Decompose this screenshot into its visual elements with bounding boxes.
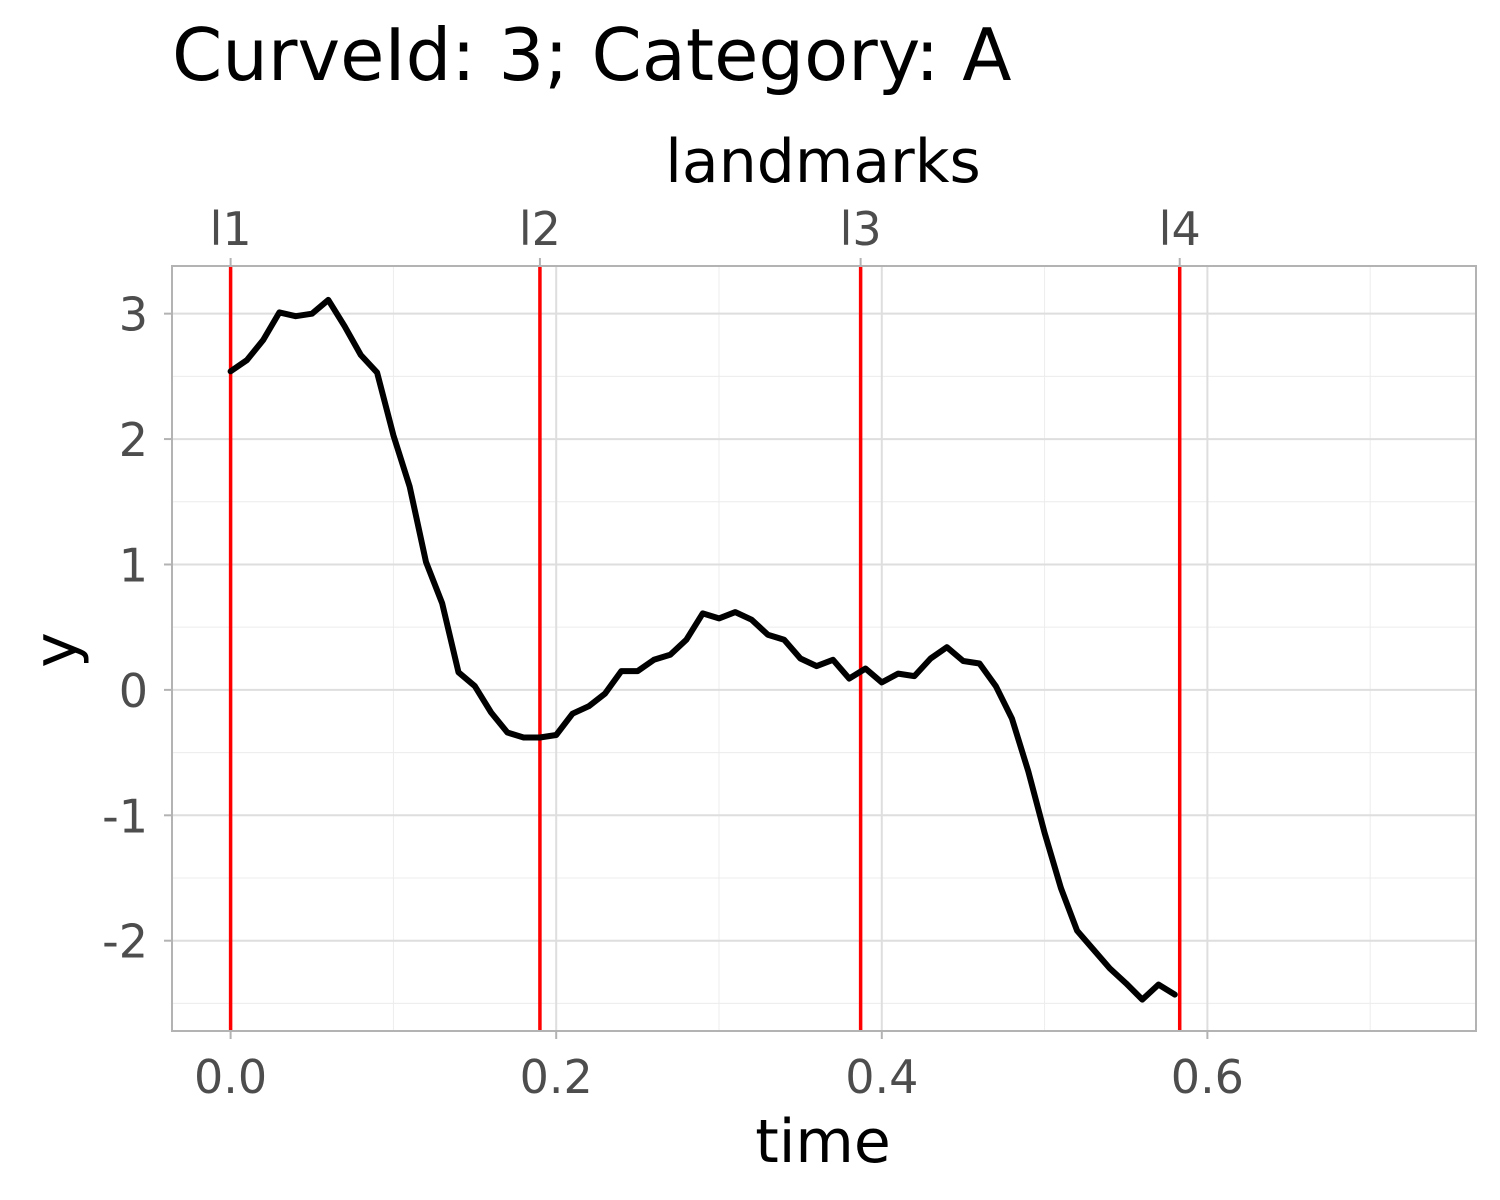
plot-panel-border [171,265,1477,1032]
y-tick-label: 2 [119,413,148,467]
axis-ticks: 0.0 0.2 0.4 0.6 3 2 1 0 -1 -2 l1 l2 l3 l4 [102,202,1244,1104]
x-tick-label: 0.0 [194,1050,267,1104]
chart-title: CurveId: 3; Category: A [172,13,1012,97]
y-tick-label: -1 [102,789,148,843]
landmark-tick-label: l3 [840,202,882,256]
y-axis-label: y [21,632,91,668]
grid [172,266,1476,1031]
landmark-lines [228,266,1182,1031]
series-line-1 [227,296,1178,1003]
series [227,296,1178,1003]
y-tick-label: -2 [102,915,148,969]
x-tick-label: 0.2 [520,1050,593,1104]
x-tick-label: 0.6 [1171,1050,1244,1104]
y-tick-label: 3 [119,288,148,342]
landmark-tick-label: l4 [1159,202,1201,256]
x-tick-label: 0.4 [845,1050,918,1104]
landmark-tick-label: l2 [519,202,561,256]
top-axis-label: landmarks [665,127,980,197]
y-tick-label: 0 [119,664,148,718]
x-axis-label: time [755,1107,891,1177]
landmark-tick-label: l1 [210,202,252,256]
y-tick-label: 1 [119,538,148,592]
